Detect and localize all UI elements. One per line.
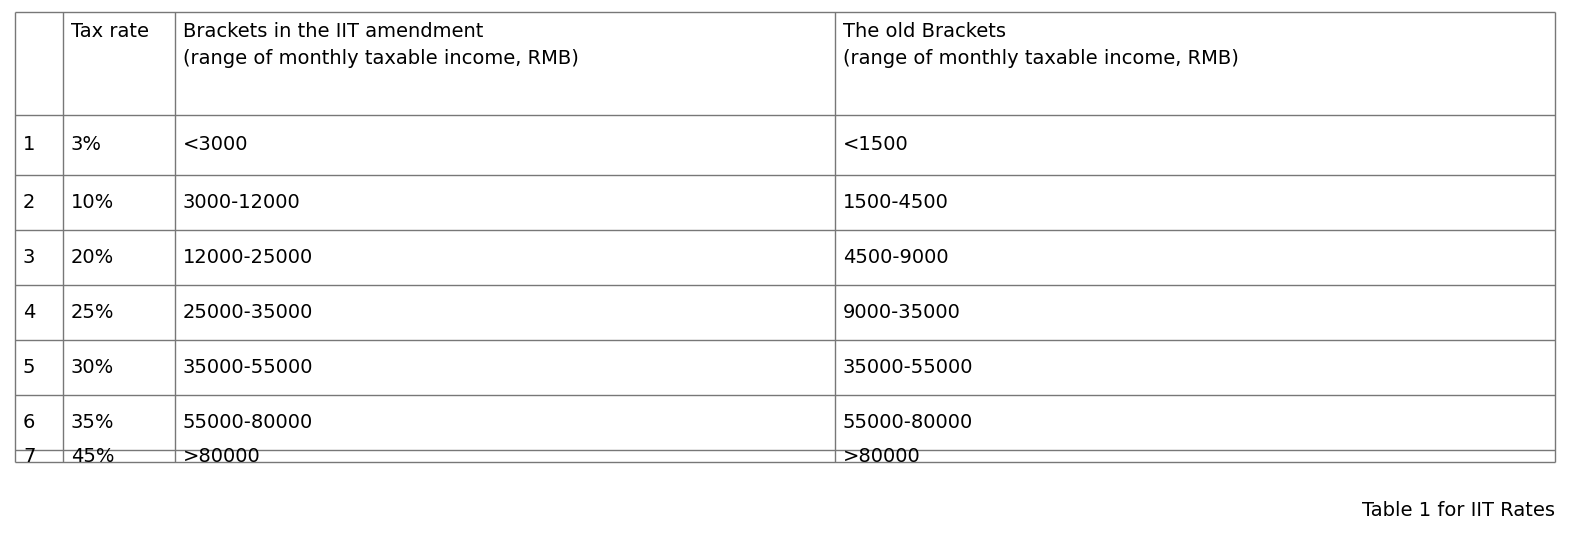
Text: 35000-55000: 35000-55000: [184, 358, 314, 377]
Text: 3%: 3%: [71, 136, 102, 155]
Text: 7: 7: [24, 446, 36, 465]
Text: Table 1 for IIT Rates: Table 1 for IIT Rates: [1363, 500, 1554, 519]
Text: >80000: >80000: [184, 446, 261, 465]
Text: 6: 6: [24, 413, 36, 432]
Text: 55000-80000: 55000-80000: [843, 413, 973, 432]
Text: 45%: 45%: [71, 446, 115, 465]
Text: 3000-12000: 3000-12000: [184, 193, 301, 212]
Text: 3: 3: [24, 248, 36, 267]
Text: 25000-35000: 25000-35000: [184, 303, 314, 322]
Text: Brackets in the IIT amendment
(range of monthly taxable income, RMB): Brackets in the IIT amendment (range of …: [184, 22, 579, 67]
Text: 4500-9000: 4500-9000: [843, 248, 948, 267]
Text: 1500-4500: 1500-4500: [843, 193, 948, 212]
Text: 9000-35000: 9000-35000: [843, 303, 961, 322]
Text: 12000-25000: 12000-25000: [184, 248, 314, 267]
Text: >80000: >80000: [843, 446, 920, 465]
Text: 20%: 20%: [71, 248, 115, 267]
Text: Tax rate: Tax rate: [71, 22, 149, 41]
Text: 2: 2: [24, 193, 36, 212]
Text: 55000-80000: 55000-80000: [184, 413, 314, 432]
Text: 25%: 25%: [71, 303, 115, 322]
Text: The old Brackets
(range of monthly taxable income, RMB): The old Brackets (range of monthly taxab…: [843, 22, 1239, 67]
Text: 30%: 30%: [71, 358, 115, 377]
Text: 1: 1: [24, 136, 36, 155]
Text: 5: 5: [24, 358, 36, 377]
Text: 4: 4: [24, 303, 36, 322]
Text: 35000-55000: 35000-55000: [843, 358, 973, 377]
Text: <1500: <1500: [843, 136, 909, 155]
Text: <3000: <3000: [184, 136, 248, 155]
Text: 10%: 10%: [71, 193, 115, 212]
Text: 35%: 35%: [71, 413, 115, 432]
